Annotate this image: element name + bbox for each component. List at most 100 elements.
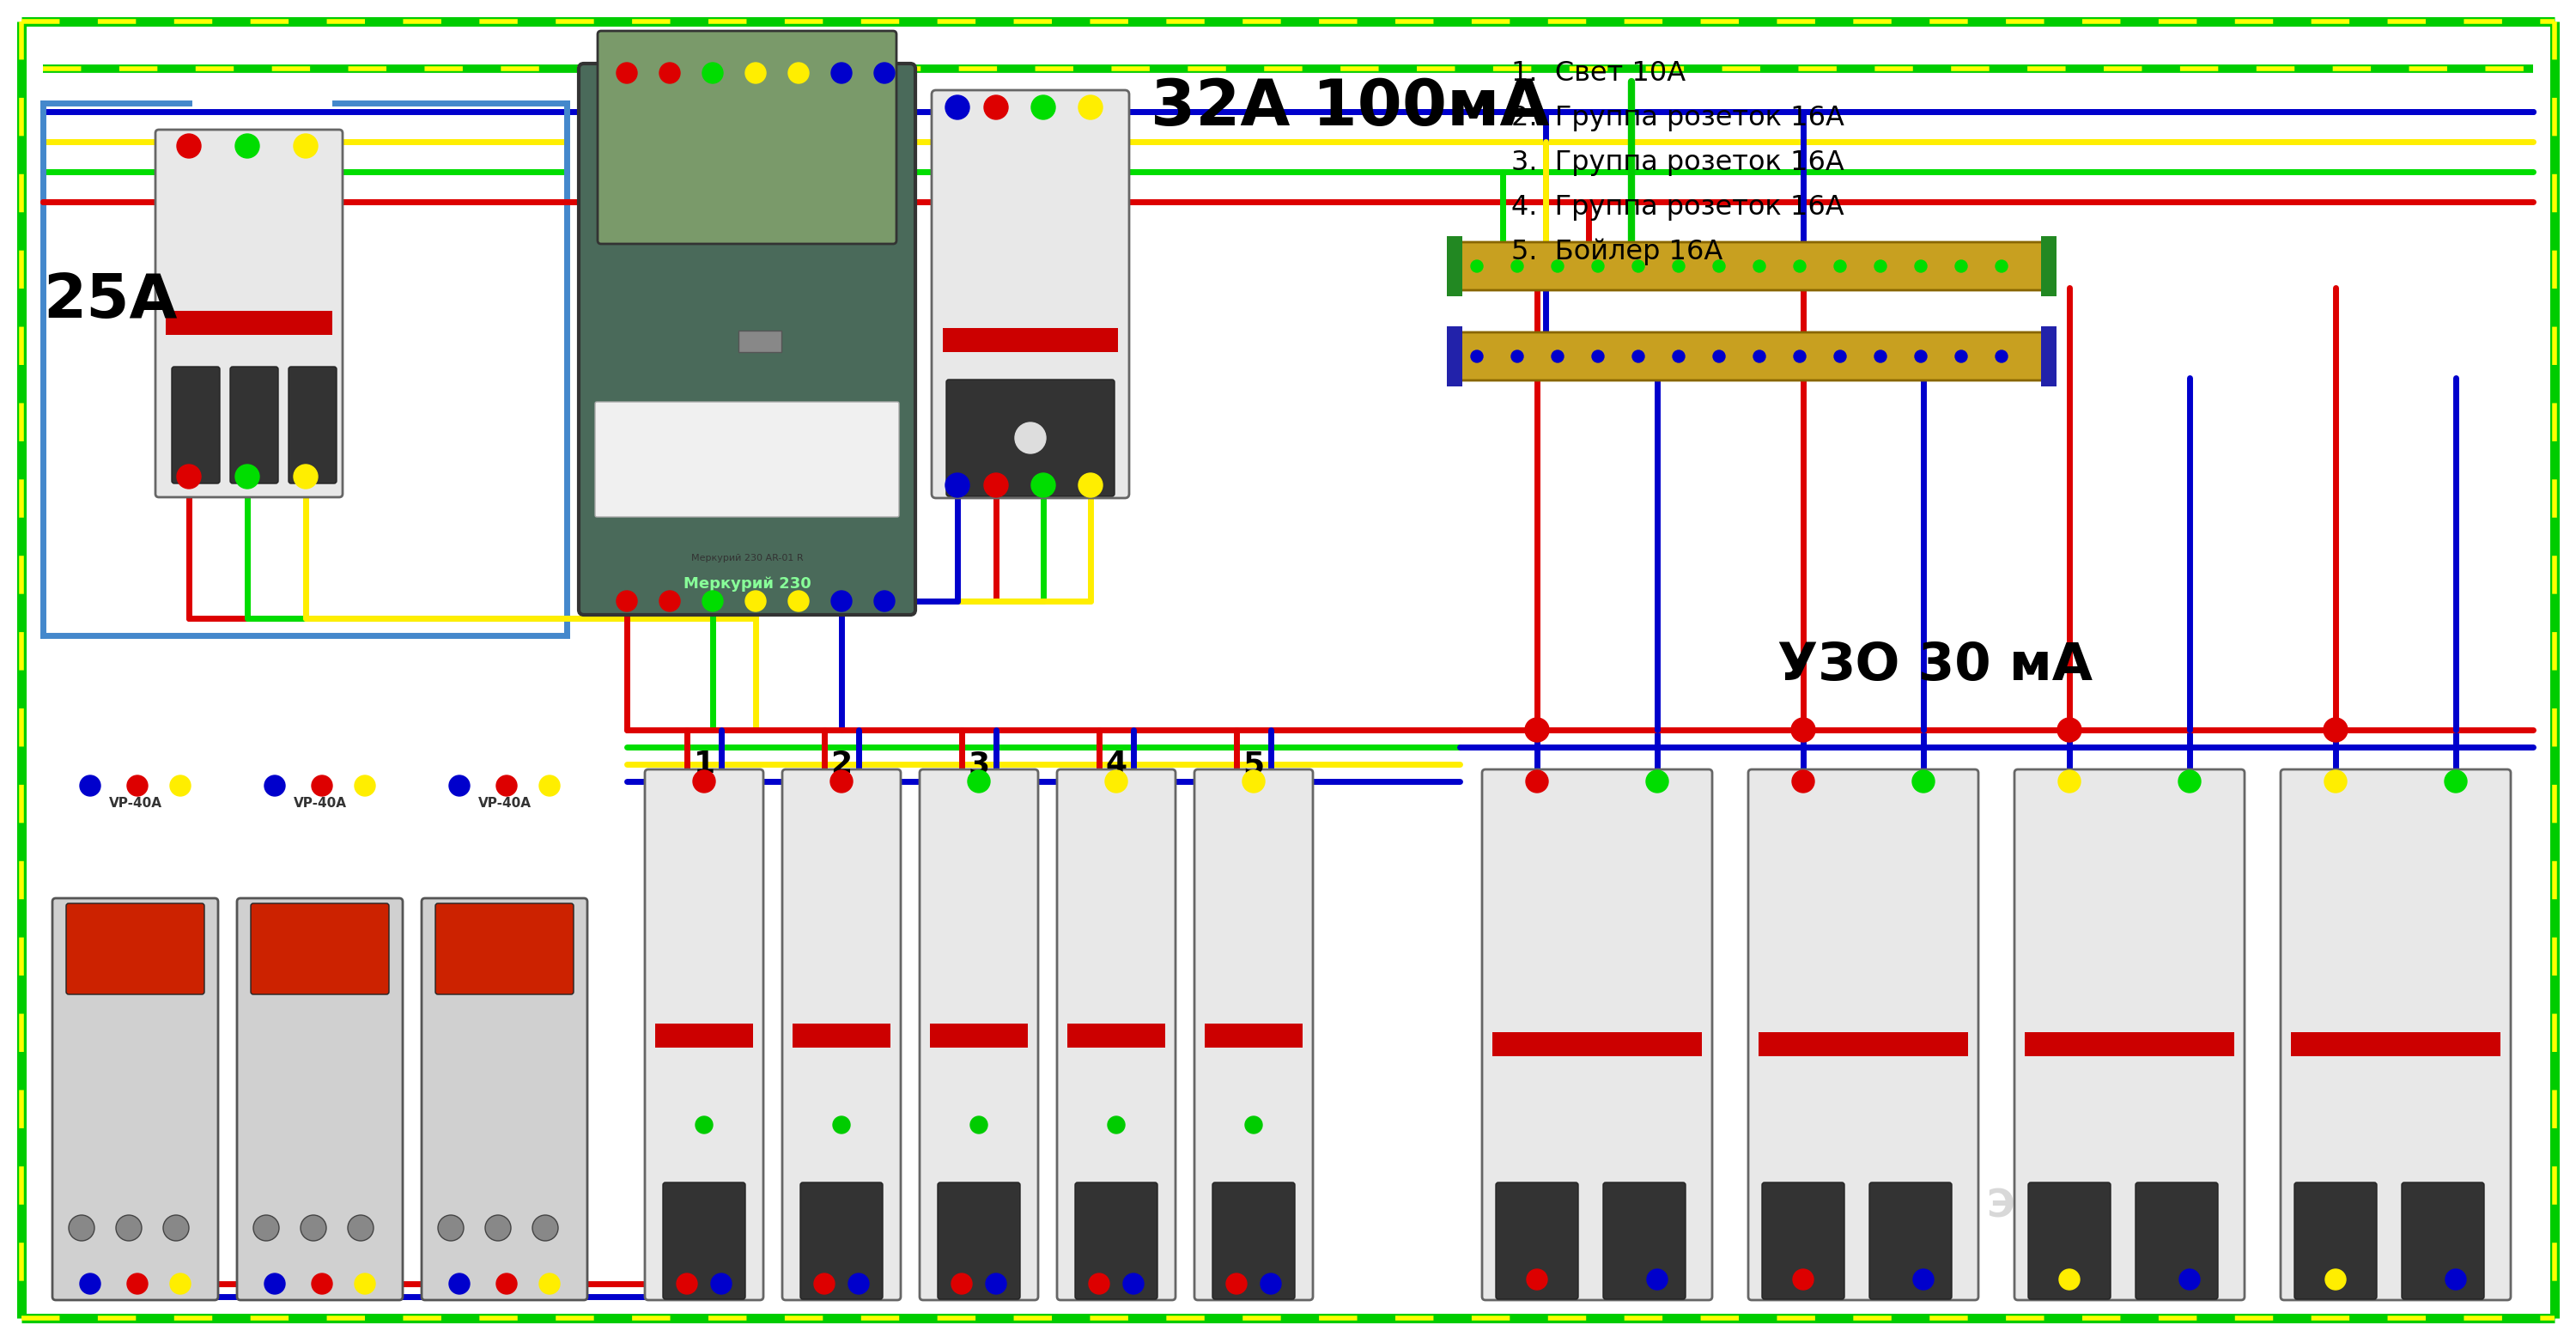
Text: САМ
ЭЛЕКТРИК: САМ ЭЛЕКТРИК — [1986, 1146, 2221, 1225]
Circle shape — [832, 63, 853, 83]
Circle shape — [987, 1273, 1007, 1294]
Circle shape — [2058, 770, 2081, 793]
Circle shape — [711, 1273, 732, 1294]
FancyBboxPatch shape — [1458, 333, 2045, 381]
Circle shape — [484, 1215, 510, 1241]
FancyBboxPatch shape — [2295, 1182, 2378, 1300]
Bar — [2040, 237, 2056, 297]
Circle shape — [170, 1273, 191, 1294]
Bar — [793, 1024, 891, 1048]
Circle shape — [984, 473, 1007, 497]
Circle shape — [969, 770, 989, 793]
Circle shape — [1834, 261, 1847, 273]
Circle shape — [1592, 261, 1605, 273]
Circle shape — [1079, 473, 1103, 497]
Circle shape — [538, 1273, 559, 1294]
Circle shape — [1633, 350, 1643, 362]
Circle shape — [1754, 350, 1765, 362]
Circle shape — [873, 591, 894, 611]
FancyBboxPatch shape — [2014, 769, 2244, 1300]
Bar — [2025, 1032, 2233, 1056]
Text: ABB: ABB — [229, 314, 268, 330]
FancyBboxPatch shape — [801, 1182, 884, 1300]
Circle shape — [234, 464, 260, 488]
Bar — [930, 1024, 1028, 1048]
Circle shape — [1875, 350, 1886, 362]
Circle shape — [252, 1215, 278, 1241]
Circle shape — [1793, 261, 1806, 273]
Text: УЗО 30 мА: УЗО 30 мА — [1777, 640, 2092, 691]
FancyBboxPatch shape — [1056, 769, 1175, 1300]
Circle shape — [1633, 261, 1643, 273]
Circle shape — [873, 63, 894, 83]
Text: 2.  Группа розеток 16A: 2. Группа розеток 16A — [1512, 104, 1844, 131]
Bar — [1206, 1024, 1303, 1048]
FancyBboxPatch shape — [920, 769, 1038, 1300]
Circle shape — [348, 1215, 374, 1241]
Circle shape — [170, 775, 191, 796]
Circle shape — [2324, 718, 2347, 742]
Text: 5: 5 — [1242, 750, 1265, 779]
Circle shape — [2445, 1269, 2465, 1290]
Text: Меркурий 230 AR-01 R: Меркурий 230 AR-01 R — [690, 554, 804, 563]
Bar — [2290, 1032, 2501, 1056]
Circle shape — [1471, 350, 1484, 362]
Circle shape — [2326, 1269, 2347, 1290]
Circle shape — [538, 775, 559, 796]
Circle shape — [744, 591, 765, 611]
Circle shape — [1875, 261, 1886, 273]
Circle shape — [616, 591, 636, 611]
Bar — [2040, 326, 2056, 386]
Circle shape — [1955, 350, 1968, 362]
Circle shape — [533, 1215, 559, 1241]
FancyBboxPatch shape — [2027, 1182, 2110, 1300]
Circle shape — [1790, 718, 1816, 742]
Circle shape — [1793, 770, 1814, 793]
Circle shape — [1090, 1273, 1110, 1294]
FancyBboxPatch shape — [580, 64, 914, 615]
Circle shape — [1646, 770, 1669, 793]
Text: 4.  Группа розеток 16A: 4. Группа розеток 16A — [1512, 194, 1844, 221]
Circle shape — [448, 1273, 469, 1294]
Circle shape — [1528, 1269, 1548, 1290]
FancyBboxPatch shape — [173, 366, 219, 484]
FancyBboxPatch shape — [229, 366, 278, 484]
Circle shape — [2179, 1269, 2200, 1290]
Circle shape — [951, 1273, 971, 1294]
Circle shape — [178, 134, 201, 158]
Circle shape — [971, 1116, 987, 1134]
Circle shape — [1713, 261, 1726, 273]
Circle shape — [116, 1215, 142, 1241]
Bar — [165, 310, 332, 334]
Circle shape — [703, 63, 724, 83]
Circle shape — [448, 775, 469, 796]
FancyBboxPatch shape — [933, 90, 1128, 499]
FancyBboxPatch shape — [598, 31, 896, 243]
Circle shape — [1226, 1273, 1247, 1294]
Circle shape — [355, 775, 376, 796]
Circle shape — [1914, 1269, 1935, 1290]
Circle shape — [438, 1215, 464, 1241]
FancyBboxPatch shape — [237, 898, 402, 1300]
FancyBboxPatch shape — [1749, 769, 1978, 1300]
Circle shape — [616, 63, 636, 83]
Circle shape — [1713, 350, 1726, 362]
Circle shape — [693, 770, 716, 793]
Circle shape — [80, 775, 100, 796]
Circle shape — [1672, 261, 1685, 273]
Text: VP-40A: VP-40A — [479, 797, 531, 809]
Text: 1.  Свет 10A: 1. Свет 10A — [1512, 60, 1685, 87]
Circle shape — [1592, 350, 1605, 362]
Circle shape — [497, 1273, 518, 1294]
Circle shape — [1260, 1273, 1280, 1294]
Circle shape — [848, 1273, 868, 1294]
Circle shape — [1834, 350, 1847, 362]
Circle shape — [2324, 770, 2347, 793]
Circle shape — [832, 591, 853, 611]
Circle shape — [355, 1273, 376, 1294]
FancyBboxPatch shape — [662, 1182, 744, 1300]
FancyBboxPatch shape — [1213, 1182, 1296, 1300]
Bar — [1492, 1032, 1703, 1056]
Circle shape — [265, 1273, 286, 1294]
Circle shape — [1015, 422, 1046, 453]
